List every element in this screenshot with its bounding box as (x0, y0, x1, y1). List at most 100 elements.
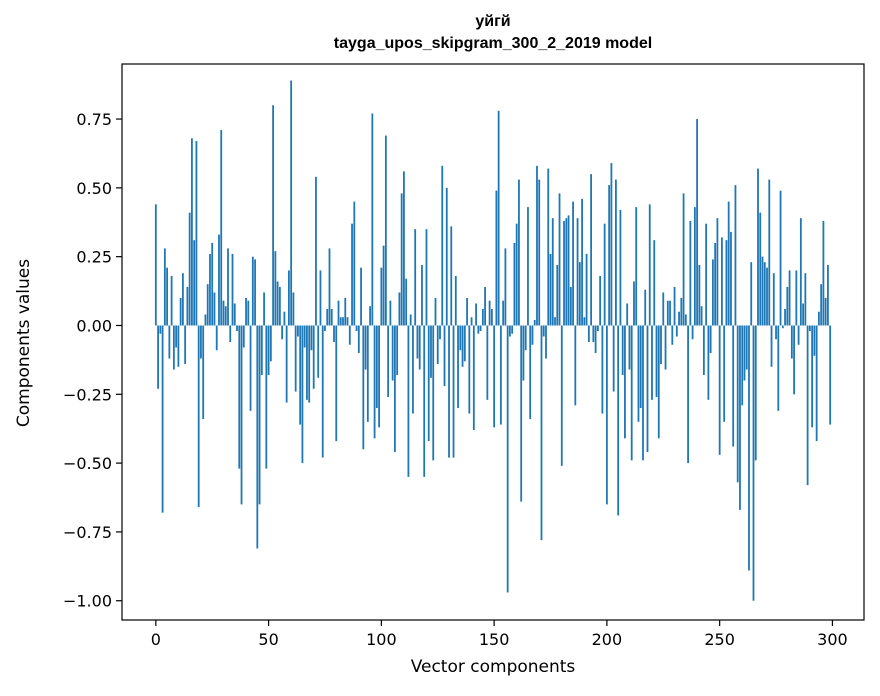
bar (337, 300, 340, 326)
bar (702, 325, 705, 376)
bar (384, 135, 387, 326)
bar (700, 306, 703, 326)
bar (472, 325, 475, 431)
bar (211, 242, 214, 326)
bar (727, 201, 730, 326)
bar (159, 325, 162, 334)
bar (761, 256, 764, 326)
bar (441, 165, 444, 326)
bar (231, 253, 234, 326)
bar (321, 325, 324, 458)
y-tick-label: −0.50 (63, 454, 112, 473)
bar (274, 251, 277, 326)
bar (802, 303, 804, 326)
bar (619, 209, 622, 326)
bar (439, 325, 441, 340)
x-tick-label: 150 (479, 630, 510, 649)
bar (400, 193, 403, 326)
bar (743, 325, 746, 381)
bar (793, 325, 795, 395)
bar (594, 325, 597, 354)
bar (459, 325, 462, 351)
bar (596, 325, 599, 331)
bar (587, 325, 590, 342)
bar (499, 325, 502, 425)
bar (468, 325, 471, 414)
bar (490, 308, 493, 326)
bar (748, 325, 750, 571)
bar (436, 325, 439, 365)
bar (730, 231, 732, 326)
bar (454, 275, 457, 326)
bar (448, 325, 450, 458)
bar (479, 325, 482, 331)
bar (766, 267, 768, 326)
bar (179, 297, 182, 326)
bar (197, 325, 200, 508)
bar (554, 317, 556, 326)
bar (443, 325, 446, 387)
bar (752, 325, 755, 601)
bar (278, 286, 281, 326)
bar (220, 130, 223, 326)
bar (565, 218, 568, 326)
bar (675, 325, 678, 337)
bar (344, 297, 347, 326)
bar (558, 193, 561, 326)
bar (452, 325, 455, 458)
bar (790, 325, 793, 359)
bar (684, 314, 687, 326)
bar (639, 325, 642, 409)
bar (797, 325, 800, 345)
bar (504, 248, 507, 326)
bar (477, 325, 480, 334)
bar (624, 325, 626, 439)
bar (757, 168, 759, 326)
bar (351, 223, 353, 326)
bar (251, 256, 254, 326)
bar (287, 270, 290, 326)
bar (608, 185, 611, 326)
bar (224, 306, 227, 326)
bar (445, 187, 448, 326)
bar (418, 325, 421, 370)
bar (777, 325, 780, 411)
bar (601, 325, 604, 414)
bar (166, 267, 168, 326)
chart-title: уйгй (475, 13, 511, 30)
bar (360, 267, 362, 326)
bar (815, 325, 818, 442)
bar (188, 212, 191, 326)
bar (254, 259, 256, 326)
bar (707, 325, 710, 400)
bar (763, 262, 766, 326)
bar (163, 248, 166, 326)
bar (585, 253, 588, 326)
bar (808, 325, 811, 331)
bar (393, 325, 396, 453)
bar (651, 325, 653, 400)
bar (736, 325, 739, 483)
bar (754, 325, 757, 461)
bar (181, 273, 184, 326)
bar (612, 325, 615, 392)
bar (705, 223, 708, 326)
bar (693, 207, 696, 326)
bar (396, 325, 399, 376)
bar (387, 325, 390, 398)
bar (664, 325, 667, 370)
bar (195, 141, 198, 326)
bar (549, 253, 552, 326)
bar (678, 311, 680, 326)
bar (572, 201, 574, 326)
bar (200, 325, 202, 359)
bar (209, 253, 211, 326)
bar (339, 317, 342, 326)
bar (348, 325, 351, 345)
bar (425, 229, 428, 326)
bar (423, 325, 426, 477)
bar (191, 138, 193, 326)
bar (362, 325, 365, 450)
bar (281, 325, 284, 340)
bar (691, 325, 694, 340)
